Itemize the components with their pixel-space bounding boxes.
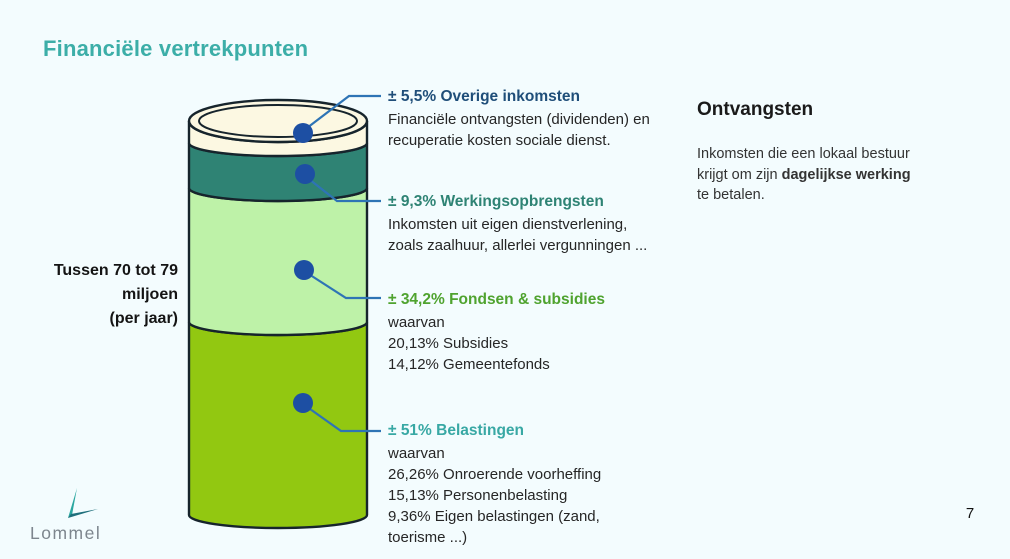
callout-dot-overige-inkomsten xyxy=(293,123,313,143)
cylinder-top-inner-rim xyxy=(198,104,358,138)
callout-line-fondsen-subsidies xyxy=(303,270,381,300)
page-number: 7 xyxy=(965,505,975,522)
stacked-cylinder-chart xyxy=(187,94,381,530)
callout-heading: ± 9,3% Werkingsopbrengsten xyxy=(388,193,604,210)
callout-description-line: Financiële ontvangsten (dividenden) en xyxy=(388,111,650,128)
callout-heading: ± 5,5% Overige inkomsten xyxy=(388,88,580,105)
right-panel-text: te betalen. xyxy=(697,187,765,203)
callout-description-line: 14,12% Gemeentefonds xyxy=(388,356,550,373)
callout-belastingen: ± 51% Belastingen waarvan 26,26% Onroere… xyxy=(388,420,601,548)
callout-werkingsopbrengsten: ± 9,3% Werkingsopbrengsten Inkomsten uit… xyxy=(388,191,647,256)
callout-description-line: 26,26% Onroerende voorheffing xyxy=(388,466,602,483)
callout-description-line: waarvan xyxy=(388,445,445,462)
callout-heading: ± 51% Belastingen xyxy=(388,422,524,439)
callout-line-belastingen xyxy=(302,403,381,433)
callout-dot-fondsen-subsidies xyxy=(294,260,314,280)
cylinder-top-rim xyxy=(187,98,369,144)
right-panel-text: Inkomsten die een lokaal bestuur krijgt … xyxy=(697,146,910,183)
callout-fondsen-subsidies: ± 34,2% Fondsen & subsidies waarvan 20,1… xyxy=(388,289,605,375)
cylinder-segment-belastingen xyxy=(187,321,369,530)
cylinder-segment-fondsen-subsidies xyxy=(187,187,369,337)
callout-description-line: 20,13% Subsidies xyxy=(388,335,509,352)
total-amount-label: Tussen 70 tot 79 miljoen (per jaar) xyxy=(28,259,178,331)
callout-dot-werkingsopbrengsten xyxy=(295,164,315,184)
callout-overige-inkomsten: ± 5,5% Overige inkomsten Financiële ontv… xyxy=(388,86,650,151)
callout-description-line: toerisme ...) xyxy=(388,529,468,546)
callout-line-werkingsopbrengsten xyxy=(304,175,381,203)
total-amount-line: miljoen xyxy=(121,286,178,303)
total-amount-line: (per jaar) xyxy=(109,310,178,327)
callout-description-line: 15,13% Personenbelasting xyxy=(388,487,568,504)
total-amount-line: Tussen 70 tot 79 xyxy=(53,262,178,279)
callout-description-line: recuperatie kosten sociale dienst. xyxy=(388,132,611,149)
callout-description-line: 9,36% Eigen belastingen (zand, xyxy=(388,508,600,525)
callout-description-line: zoals zaalhuur, allerlei vergunningen ..… xyxy=(388,237,648,254)
lommel-logo-icon xyxy=(68,488,98,518)
callout-description-line: Inkomsten uit eigen dienstverlening, xyxy=(388,216,628,233)
right-panel-bold-text: dagelijkse werking xyxy=(781,166,911,183)
right-panel-description: Inkomsten die een lokaal bestuur krijgt … xyxy=(697,144,919,206)
callout-heading: ± 34,2% Fondsen & subsidies xyxy=(388,291,605,308)
lommel-logo-text: Lommel xyxy=(30,523,102,543)
right-panel-heading: Ontvangsten xyxy=(697,99,814,120)
callout-description-line: waarvan xyxy=(388,314,445,331)
lommel-logo: Lommel xyxy=(28,485,148,543)
page-title: Financiële vertrekpunten xyxy=(43,36,309,61)
callout-dot-belastingen xyxy=(293,393,313,413)
callout-line-overige-inkomsten xyxy=(302,94,381,132)
